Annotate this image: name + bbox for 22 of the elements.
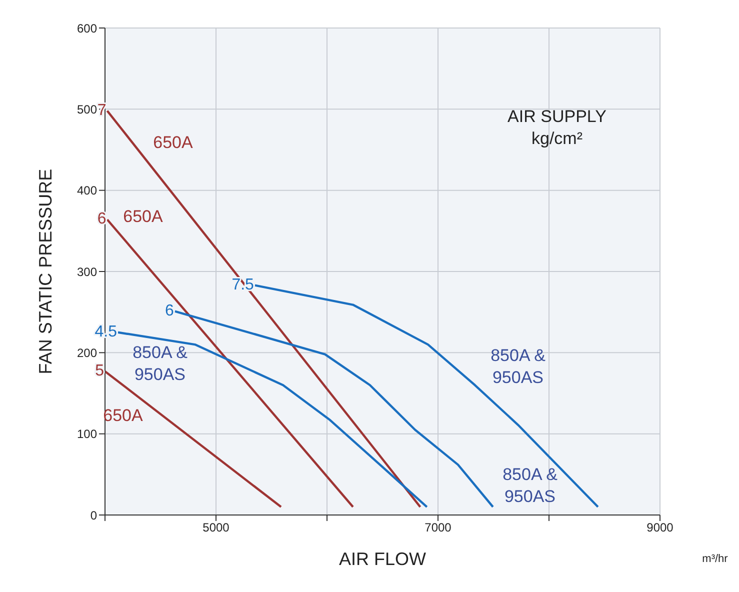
annotation: 850A & 950AS	[132, 342, 188, 386]
y-tick-label: 300	[76, 264, 98, 279]
y-tick-label: 600	[76, 21, 98, 36]
x-tick-label: 9000	[646, 520, 674, 535]
annotation: 650A	[153, 132, 193, 154]
y-tick-label: 200	[76, 346, 98, 360]
annotation: 650A	[123, 206, 163, 228]
y-tick-label: 0	[90, 508, 98, 522]
line-series	[254, 284, 600, 508]
text: m³/hr	[702, 552, 728, 567]
x-tick-label: 5000	[202, 520, 230, 535]
annotation: AIR SUPPLY kg/cm²	[508, 106, 606, 150]
series-label: 5	[95, 362, 104, 380]
annotation: 850A & 950AS	[490, 345, 546, 389]
y-axis-title: FAN STATIC PRESSURE	[35, 168, 56, 374]
series-label: 6	[165, 302, 174, 320]
y-tick-label: 100	[76, 427, 98, 442]
x-axis-title: AIR FLOW	[338, 549, 426, 569]
y-tick-label: 500	[76, 102, 98, 116]
x-tick-label: 7000	[424, 520, 452, 535]
annotation: 850A & 950AS	[502, 464, 558, 508]
y-tick-label: 400	[76, 184, 98, 198]
